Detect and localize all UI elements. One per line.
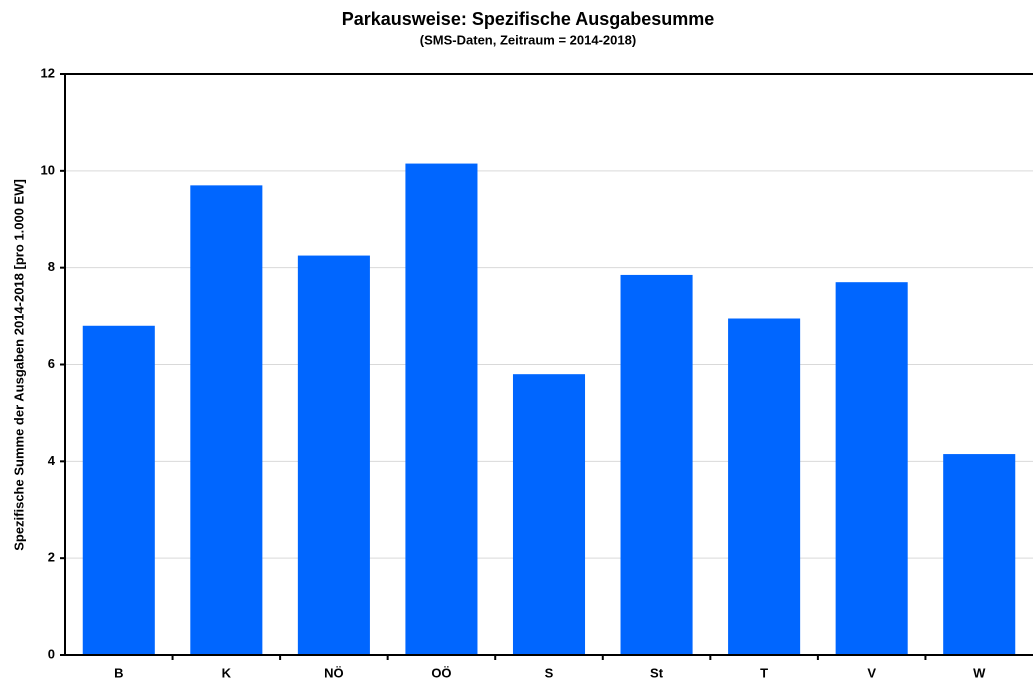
bar (297, 255, 370, 655)
bar (405, 163, 478, 655)
x-tick-label: S (545, 665, 554, 680)
y-tick-label: 12 (41, 65, 55, 80)
x-tick-label: B (114, 665, 123, 680)
bar (943, 454, 1016, 655)
y-tick-label: 8 (48, 259, 55, 274)
y-tick-label: 0 (48, 646, 55, 661)
y-axis-label: Spezifische Summe der Ausgaben 2014-2018… (11, 179, 26, 551)
bar (728, 318, 801, 655)
x-tick-label: W (973, 665, 986, 680)
x-tick-label: NÖ (324, 665, 344, 680)
x-tick-label: St (650, 665, 664, 680)
y-tick-label: 2 (48, 550, 55, 565)
chart-title: Parkausweise: Spezifische Ausgabesumme (342, 9, 715, 29)
x-tick-label: K (222, 665, 232, 680)
y-tick-label: 6 (48, 356, 55, 371)
bar (512, 374, 586, 655)
bar (835, 282, 908, 655)
chart-subtitle: (SMS-Daten, Zeitraum = 2014-2018) (420, 32, 636, 47)
y-tick-label: 4 (48, 453, 56, 468)
bar (82, 325, 155, 655)
bar (190, 185, 263, 655)
x-tick-label: V (867, 665, 876, 680)
y-tick-label: 10 (41, 162, 55, 177)
x-tick-label: T (760, 665, 768, 680)
x-tick-label: OÖ (431, 665, 451, 680)
bar (620, 274, 693, 655)
